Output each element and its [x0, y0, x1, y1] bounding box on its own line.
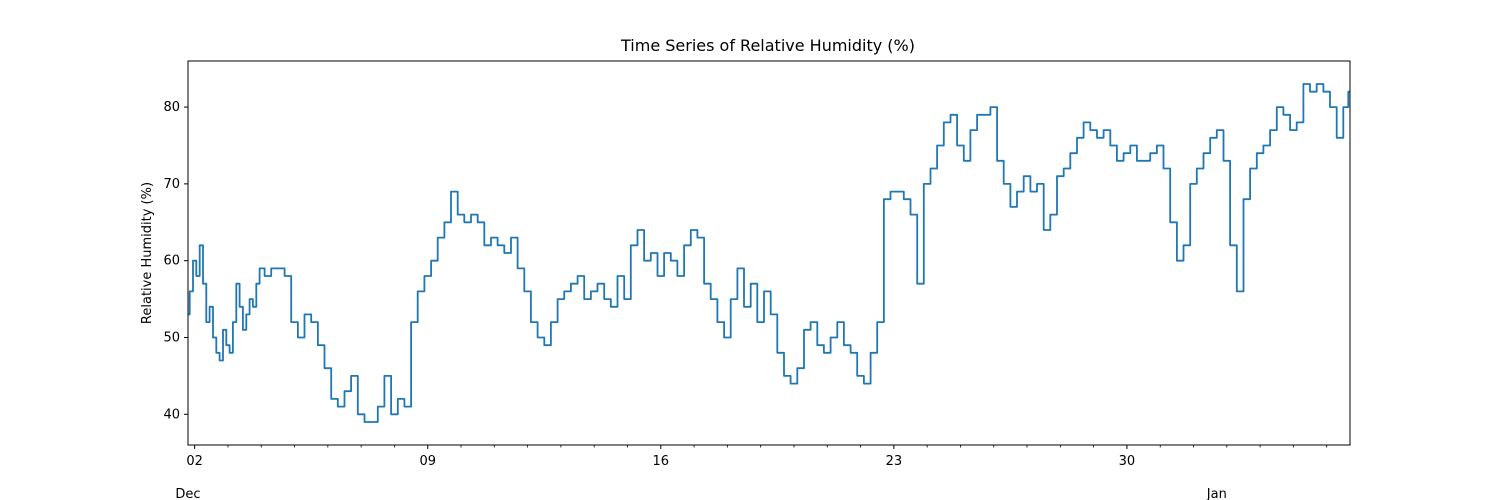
- y-axis-label: Relative Humidity (%): [140, 182, 155, 324]
- y-axis-ticks: 40 50 60 70 80: [163, 100, 188, 422]
- plot-frame: [187, 60, 1351, 446]
- x-axis-ticks: 02 09 16 23 30 Dec Jan: [175, 445, 1328, 500]
- x-tick-label: 09: [419, 454, 436, 469]
- x-month-label: Jan: [1206, 487, 1227, 500]
- y-tick-label: 70: [163, 177, 180, 192]
- plot-area: [188, 83, 1350, 423]
- y-tick-label: 60: [163, 254, 180, 269]
- series-line: [188, 83, 1350, 423]
- x-month-label: Dec: [175, 487, 200, 500]
- x-tick-label: 23: [886, 454, 903, 469]
- y-tick-label: 40: [163, 407, 180, 422]
- x-tick-label: 02: [186, 454, 203, 469]
- x-tick-label: 16: [653, 454, 670, 469]
- y-tick-label: 80: [163, 100, 180, 115]
- y-tick-label: 50: [163, 330, 180, 345]
- chart-title: Time Series of Relative Humidity (%): [620, 36, 915, 55]
- x-tick-label: 30: [1119, 454, 1136, 469]
